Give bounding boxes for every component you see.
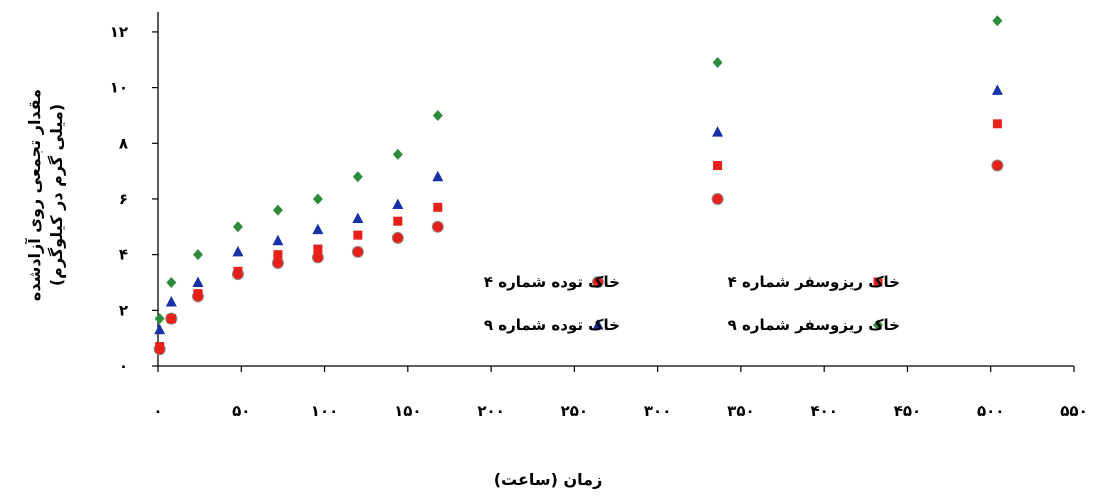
y-tick-label: ۲ — [119, 301, 128, 319]
data-point-triangle — [712, 126, 724, 137]
data-point-diamond — [154, 313, 165, 325]
legend-marker-triangle — [592, 319, 604, 330]
x-tick-label: ۴۵۰ — [894, 402, 921, 420]
legend: خاک توده شماره ۴ خاک ریزوسفر شماره ۴ خاک ت… — [484, 273, 900, 334]
legend-marker-square — [873, 277, 883, 287]
data-point-square — [155, 342, 165, 352]
data-point-square — [353, 230, 363, 240]
data-point-triangle — [352, 212, 364, 223]
data-point-triangle — [192, 276, 204, 287]
data-point-circle — [711, 192, 724, 205]
data-point-triangle — [432, 170, 444, 182]
data-point-square — [713, 161, 723, 171]
data-point-square — [166, 314, 176, 324]
x-tick-label: ۴۰۰ — [810, 402, 837, 420]
data-point-square — [313, 244, 323, 254]
series-triangle — [154, 84, 1003, 335]
data-point-diamond — [992, 15, 1003, 27]
data-point-square — [233, 266, 243, 276]
x-tick-label: ۲۵۰ — [561, 402, 588, 420]
data-point-square — [193, 289, 203, 299]
data-point-square — [992, 119, 1002, 129]
data-point-circle — [271, 256, 284, 269]
data-point-diamond — [312, 193, 323, 205]
y-tick-label: ۱۲ — [110, 23, 128, 41]
y-axis-title: مقدار تجمعی روی آزادشده — [24, 89, 44, 301]
x-axis-title: زمان (ساعت) — [494, 470, 603, 489]
x-tick-label: ۵۰۰ — [977, 402, 1004, 420]
legend-marker-diamond — [873, 319, 883, 331]
y-tick-label: ۶ — [119, 190, 128, 208]
series-square — [155, 119, 1002, 352]
data-point-diamond — [272, 204, 283, 216]
y-tick-label: ۰ — [119, 357, 128, 375]
legend-marker-circle — [592, 276, 604, 288]
legend-item: خاک توده شماره ۹ — [484, 316, 620, 334]
data-point-triangle — [232, 245, 244, 257]
legend-item: خاک ریزوسفر شماره ۹ — [728, 316, 900, 334]
x-tick-label: ۲۰۰ — [477, 402, 504, 420]
data-point-circle — [351, 245, 364, 258]
axes-layer — [157, 12, 1074, 367]
legend-label: خاک توده شماره ۴ — [484, 273, 620, 291]
data-point-diamond — [352, 171, 363, 183]
x-tick-label: ۳۰۰ — [644, 402, 671, 420]
data-point-diamond — [192, 249, 203, 261]
data-point-diamond — [232, 221, 243, 233]
data-point-diamond — [432, 109, 443, 121]
x-tick-label: ۰ — [153, 402, 162, 420]
x-tick-label: ۵۵۰ — [1060, 402, 1087, 420]
x-tick-label: ۵۰ — [232, 402, 250, 420]
data-point-circle — [991, 159, 1004, 172]
data-point-diamond — [166, 276, 177, 288]
x-tick-label: ۳۵۰ — [727, 402, 754, 420]
y-tick-label: ۱۰ — [110, 79, 128, 97]
series-diamond — [154, 15, 1003, 325]
legend-label: خاک ریزوسفر شماره ۴ — [728, 273, 900, 291]
data-point-triangle — [312, 223, 324, 235]
data-point-square — [433, 202, 443, 212]
data-point-diamond — [712, 57, 723, 69]
data-point-triangle — [272, 234, 284, 246]
ticks-layer: ۰ ۲ ۴ ۶ ۸ ۱۰ ۱۲ ۰ ۵۰ ۱۰۰ ۱۵۰ ۲۰۰ ۲۵۰ ۳۰۰ ۳۵۰ ۴۰۰ ۴۵۰ ۵۰۰ ۵… — [110, 23, 1088, 420]
y-tick-label: ۴ — [119, 246, 128, 264]
y-tick-label: ۸ — [119, 134, 128, 152]
data-point-square — [393, 216, 403, 226]
legend-label: خاک توده شماره ۹ — [484, 316, 620, 334]
data-point-circle — [431, 220, 444, 233]
points-layer — [153, 15, 1004, 356]
data-point-triangle — [165, 295, 177, 307]
y-axis-unit: (میلی گرم در کیلوگرم) — [47, 104, 66, 286]
legend-item: خاک توده شماره ۴ — [484, 273, 620, 291]
data-point-circle — [311, 251, 324, 264]
x-tick-label: ۱۰۰ — [311, 402, 338, 420]
data-point-triangle — [991, 84, 1003, 95]
data-point-square — [273, 250, 283, 260]
legend-label: خاک ریزوسفر شماره ۹ — [728, 316, 900, 334]
data-point-triangle — [392, 198, 404, 210]
data-point-circle — [391, 231, 404, 244]
data-point-triangle — [154, 323, 166, 335]
legend-item: خاک ریزوسفر شماره ۴ — [728, 273, 900, 291]
y-axis-title-group: مقدار تجمعی روی آزادشده (میلی گرم در کیل… — [24, 89, 66, 301]
data-point-diamond — [392, 148, 403, 160]
x-tick-label: ۱۵۰ — [394, 402, 421, 420]
